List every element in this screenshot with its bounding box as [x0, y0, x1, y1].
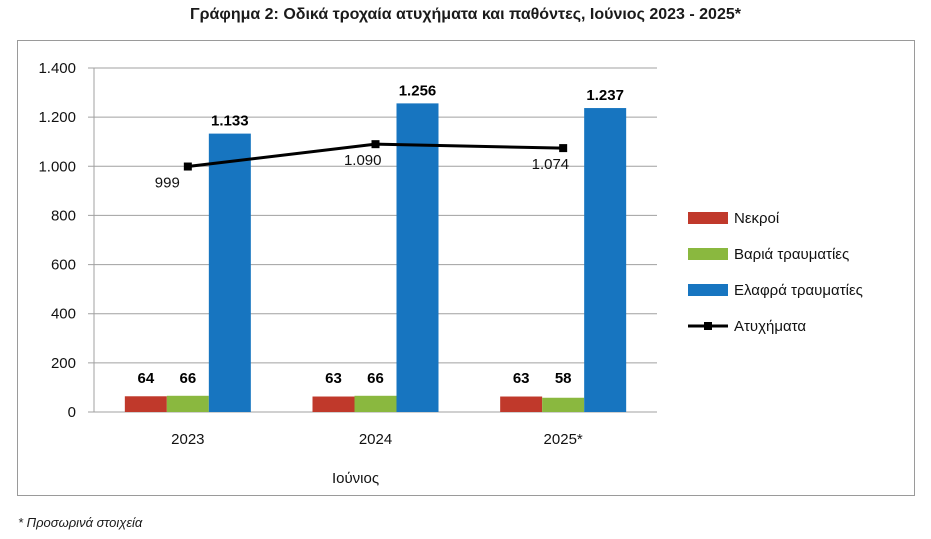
legend-swatch: [688, 212, 728, 224]
bar-Νεκροί: [312, 396, 355, 412]
x-axis-title: Ιούνιος: [332, 470, 379, 487]
bar-Νεκροί: [124, 396, 167, 412]
data-label: 66: [179, 370, 196, 387]
bar-Βαριά τραυματίες: [542, 397, 585, 412]
legend-label: Νεκροί: [734, 210, 780, 227]
legend-swatch: [688, 284, 728, 296]
y-tick-label: 1.200: [38, 109, 76, 126]
bar-Νεκροί: [500, 396, 543, 412]
line-data-label: 1.074: [532, 156, 570, 173]
y-tick-label: 800: [51, 207, 76, 224]
data-label: 64: [137, 370, 154, 387]
legend-label: Βαριά τραυματίες: [734, 246, 849, 263]
bar-Βαριά τραυματίες: [354, 395, 397, 412]
legend-swatch: [688, 248, 728, 260]
data-label: 58: [555, 370, 572, 387]
data-label: 63: [513, 370, 530, 387]
y-tick-label: 1.000: [38, 158, 76, 175]
x-tick-label: 2024: [359, 431, 392, 448]
line-marker: [371, 140, 380, 149]
data-label: 1.133: [211, 113, 249, 130]
chart-title: Γράφημα 2: Οδικά τροχαία ατυχήματα και π…: [190, 6, 741, 23]
bar-Ελαφρά τραυματίες: [584, 108, 627, 413]
data-label: 66: [367, 370, 384, 387]
line-data-label: 999: [155, 175, 180, 192]
line-marker: [559, 144, 568, 153]
line-data-label: 1.090: [344, 152, 382, 169]
chart-frame: [17, 40, 915, 496]
y-tick-label: 600: [51, 257, 76, 274]
legend-marker: [704, 322, 712, 330]
y-tick-label: 0: [68, 404, 76, 421]
x-tick-label: 2025*: [544, 431, 583, 448]
bar-Βαριά τραυματίες: [166, 395, 209, 412]
line-marker: [183, 162, 192, 171]
data-label: 1.237: [586, 87, 624, 104]
bar-Ελαφρά τραυματίες: [208, 133, 251, 412]
data-label: 1.256: [399, 82, 437, 99]
x-tick-label: 2023: [171, 431, 204, 448]
bar-Ελαφρά τραυματίες: [396, 103, 439, 412]
y-tick-label: 400: [51, 306, 76, 323]
legend-label: Ατυχήματα: [734, 318, 806, 335]
y-tick-label: 1.400: [38, 60, 76, 77]
legend-label: Ελαφρά τραυματίες: [734, 282, 863, 299]
footnote: * Προσωρινά στοιχεία: [18, 515, 143, 530]
y-tick-label: 200: [51, 355, 76, 372]
data-label: 63: [325, 370, 342, 387]
